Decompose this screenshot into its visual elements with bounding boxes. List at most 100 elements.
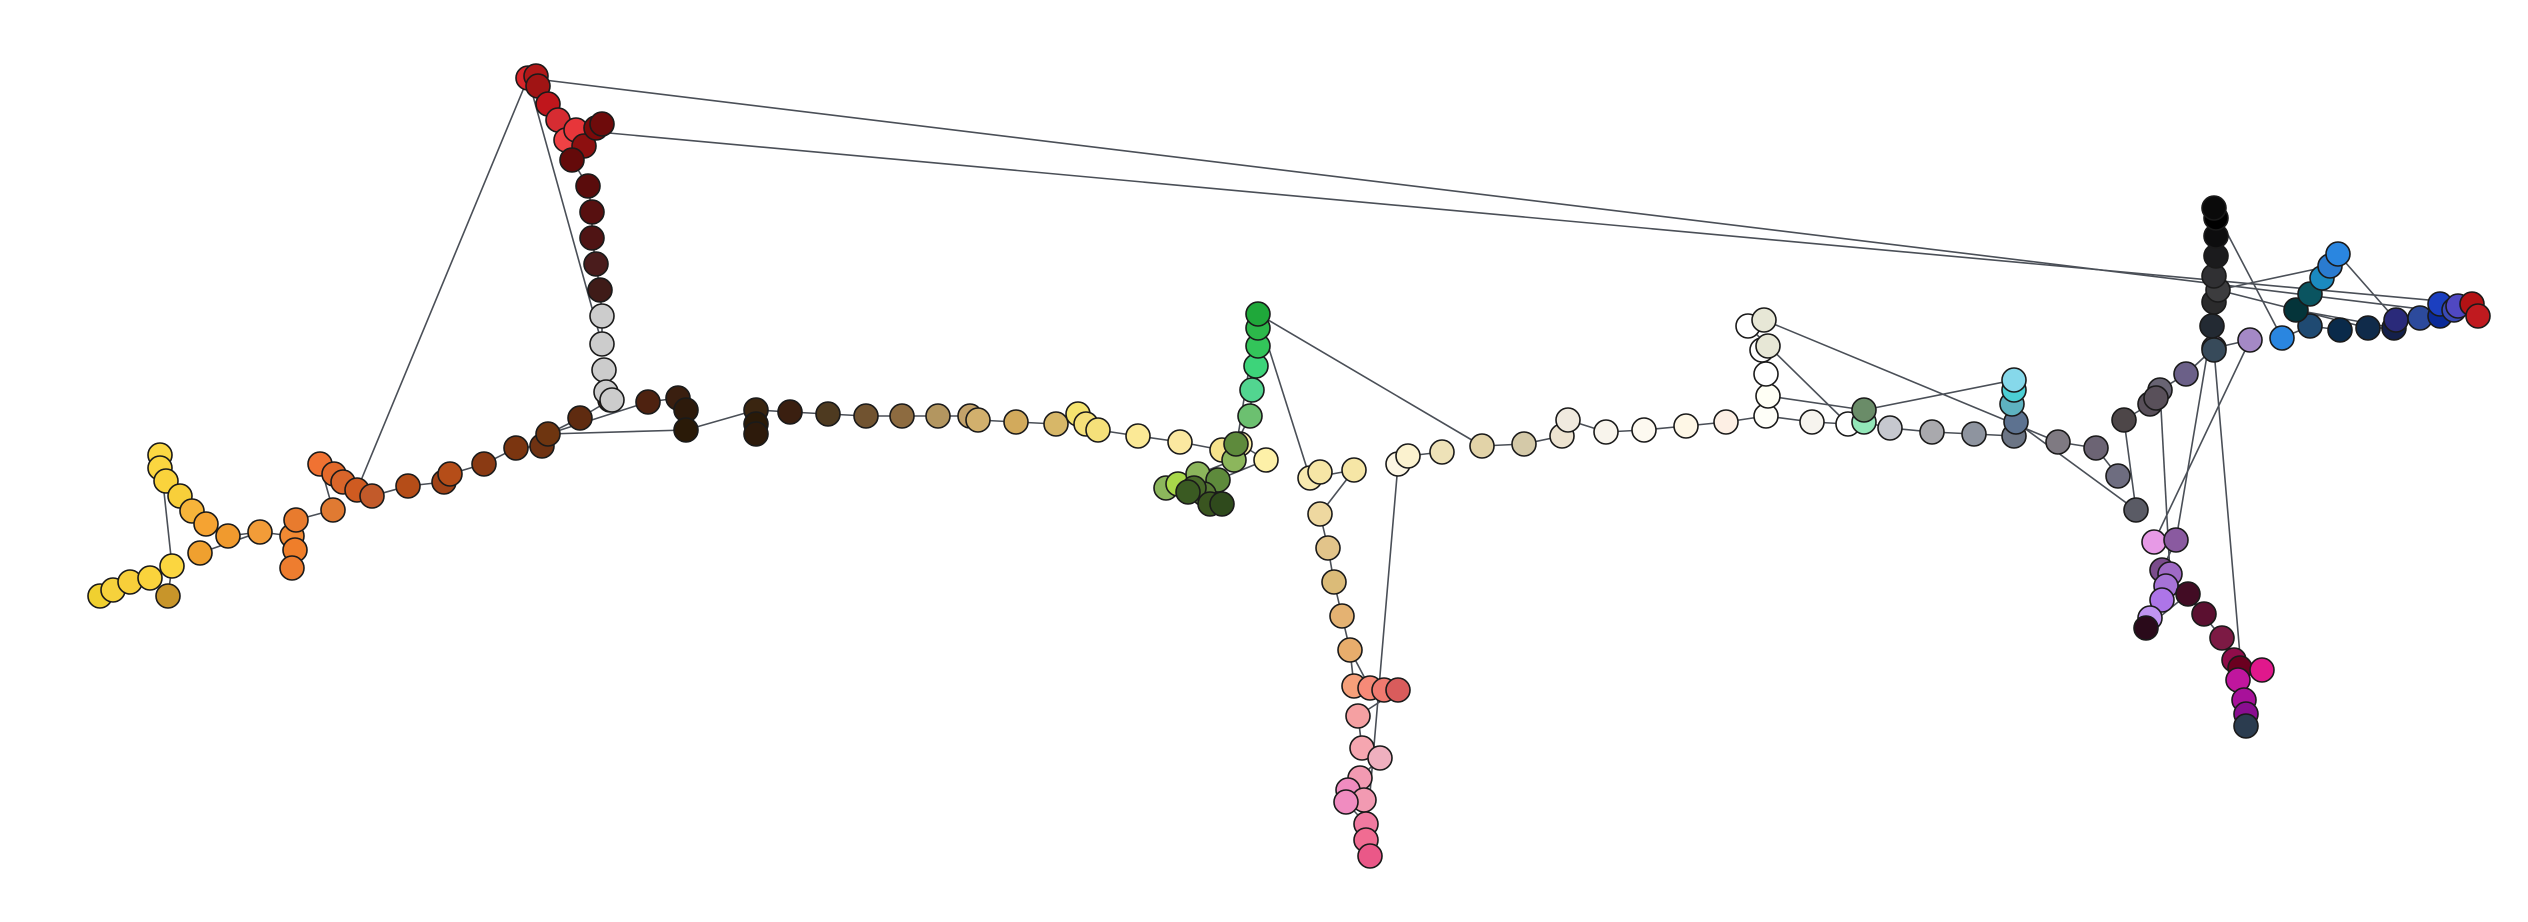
color-node xyxy=(591,357,617,383)
color-node xyxy=(1395,443,1421,469)
color-node xyxy=(1593,419,1619,445)
color-node xyxy=(1511,431,1537,457)
color-node xyxy=(137,565,163,591)
color-node xyxy=(2355,315,2381,341)
tree-edge xyxy=(527,77,603,345)
color-node xyxy=(2297,313,2323,339)
color-node xyxy=(1713,409,1739,435)
color-node xyxy=(1919,419,1945,445)
color-node xyxy=(1209,491,1235,517)
color-node xyxy=(1315,535,1341,561)
color-node xyxy=(815,401,841,427)
color-node xyxy=(155,583,181,609)
color-node xyxy=(187,540,213,566)
color-node xyxy=(1245,301,1271,327)
color-node xyxy=(965,407,991,433)
color-node xyxy=(320,497,346,523)
color-node xyxy=(1751,307,1777,333)
color-node xyxy=(2383,307,2409,333)
color-node xyxy=(283,507,309,533)
color-node xyxy=(359,483,385,509)
tree-edge xyxy=(356,77,529,491)
color-node xyxy=(1631,417,1657,443)
color-node xyxy=(2173,361,2199,387)
color-node xyxy=(1329,603,1355,629)
color-node xyxy=(2123,497,2149,523)
color-node xyxy=(2083,435,2109,461)
color-node xyxy=(2143,385,2169,411)
color-node xyxy=(777,399,803,425)
color-node xyxy=(567,405,593,431)
color-node xyxy=(1673,413,1699,439)
tree-edge xyxy=(1257,313,1483,447)
color-node xyxy=(587,277,613,303)
color-node xyxy=(599,387,625,413)
tree-edge xyxy=(547,401,649,435)
tree-edge xyxy=(2337,253,2397,321)
color-node xyxy=(635,389,661,415)
color-node xyxy=(215,523,241,549)
color-node xyxy=(1307,459,1333,485)
color-node xyxy=(2175,581,2201,607)
color-node xyxy=(1085,417,1111,443)
color-node xyxy=(2163,527,2189,553)
tree-edge xyxy=(1863,379,2015,411)
color-node xyxy=(575,173,601,199)
color-node xyxy=(2045,429,2071,455)
color-node xyxy=(559,147,585,173)
color-node xyxy=(589,111,615,137)
color-node xyxy=(1755,333,1781,359)
color-node xyxy=(925,403,951,429)
color-node xyxy=(1469,433,1495,459)
color-node xyxy=(2141,529,2167,555)
color-node xyxy=(1429,439,1455,465)
color-node xyxy=(1755,383,1781,409)
color-node xyxy=(2327,317,2353,343)
color-node xyxy=(589,303,615,329)
color-node xyxy=(1043,411,1069,437)
color-node xyxy=(471,451,497,477)
color-node xyxy=(2465,303,2491,329)
color-node xyxy=(2269,325,2295,351)
color-node xyxy=(579,225,605,251)
color-node xyxy=(2283,297,2309,323)
color-node xyxy=(2111,407,2137,433)
tree-edge xyxy=(2123,419,2137,511)
color-node xyxy=(1253,447,1279,473)
color-node xyxy=(503,435,529,461)
tree-edge xyxy=(547,429,687,435)
color-node xyxy=(2149,587,2175,613)
tree-edge xyxy=(575,129,2473,305)
color-node xyxy=(395,473,421,499)
color-node xyxy=(589,331,615,357)
color-node xyxy=(1003,409,1029,435)
color-node xyxy=(1367,745,1393,771)
color-node xyxy=(579,199,605,225)
color-node xyxy=(437,461,463,487)
color-node xyxy=(743,421,769,447)
color-node xyxy=(583,251,609,277)
color-node xyxy=(1175,479,1201,505)
tree-edge xyxy=(2015,421,2137,511)
color-node xyxy=(1167,429,1193,455)
color-node xyxy=(2201,337,2227,363)
color-node xyxy=(1333,789,1359,815)
color-node xyxy=(1961,421,1987,447)
color-node xyxy=(2001,367,2027,393)
color-node xyxy=(1555,407,1581,433)
color-node xyxy=(1877,415,1903,441)
color-node xyxy=(1223,431,1249,457)
color-node xyxy=(673,417,699,443)
color-node xyxy=(247,519,273,545)
color-node xyxy=(1345,703,1371,729)
tree-edge xyxy=(527,77,2479,317)
color-node xyxy=(2199,313,2225,339)
tree-nodes xyxy=(87,63,2491,869)
tree-edge xyxy=(1767,395,1865,411)
color-node xyxy=(1239,377,1265,403)
color-node xyxy=(2325,241,2351,267)
color-node xyxy=(2209,625,2235,651)
color-node xyxy=(2249,657,2275,683)
color-node xyxy=(193,511,219,537)
